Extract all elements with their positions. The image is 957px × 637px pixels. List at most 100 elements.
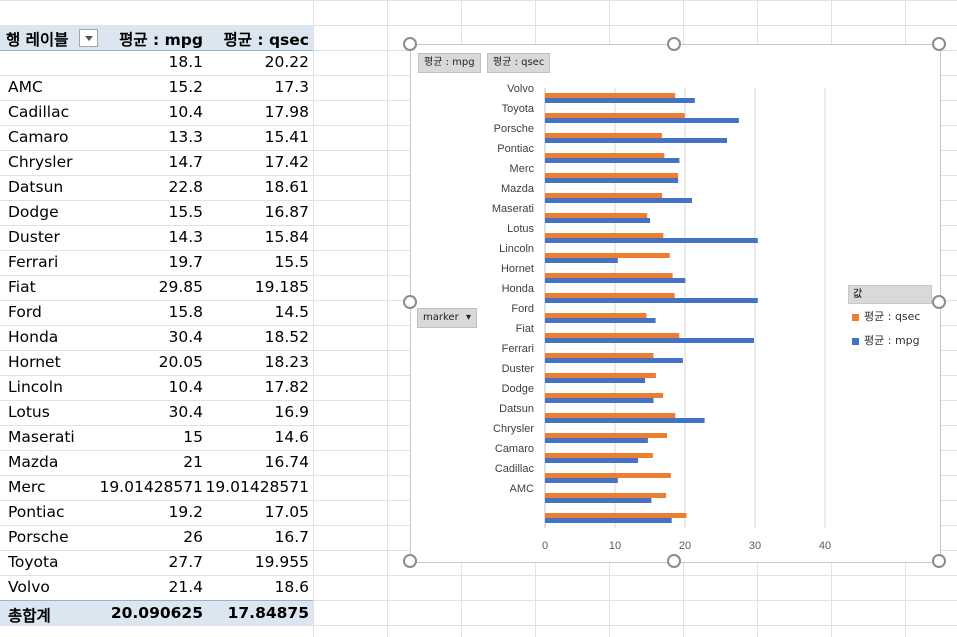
table-row[interactable]: Porsche 26 16.7 xyxy=(0,525,313,550)
y-tick-label: Hornet xyxy=(501,263,534,275)
qsec-cell: 16.7 xyxy=(274,528,309,546)
grand-total-row[interactable]: 총합계 20.090625 17.84875 xyxy=(0,600,313,626)
table-row[interactable]: Ferrari 19.7 15.5 xyxy=(0,250,313,275)
axis-field-button-marker[interactable]: marker ▾ xyxy=(417,308,477,328)
row-label-cell: Lotus xyxy=(8,403,50,421)
legend-item-qsec[interactable]: 평균 : qsec xyxy=(852,308,920,324)
table-row[interactable]: Lincoln 10.4 17.82 xyxy=(0,375,313,400)
mpg-cell: 15.2 xyxy=(168,78,203,96)
qsec-cell: 17.98 xyxy=(264,103,309,121)
bar-mpg xyxy=(545,238,758,243)
y-tick-label: Dodge xyxy=(502,383,534,395)
mpg-cell: 19.7 xyxy=(168,253,203,271)
bar-qsec xyxy=(545,433,667,438)
table-row[interactable]: Mazda 21 16.74 xyxy=(0,450,313,475)
bar-mpg xyxy=(545,138,727,143)
row-label-cell: Duster xyxy=(8,228,60,246)
mpg-cell: 10.4 xyxy=(168,378,203,396)
resize-handle[interactable] xyxy=(667,554,681,568)
table-row[interactable]: Maserati 15 14.6 xyxy=(0,425,313,450)
y-tick-label: Honda xyxy=(502,283,535,295)
row-filter-dropdown-button[interactable] xyxy=(79,29,98,47)
y-tick-label: Duster xyxy=(502,363,535,375)
bar-qsec xyxy=(545,353,654,358)
table-row[interactable]: Chrysler 14.7 17.42 xyxy=(0,150,313,175)
x-tick-label: 40 xyxy=(819,540,831,552)
bar-mpg xyxy=(545,518,672,523)
table-row[interactable]: Pontiac 19.2 17.05 xyxy=(0,500,313,525)
qsec-cell: 18.23 xyxy=(264,353,309,371)
table-row[interactable]: AMC 15.2 17.3 xyxy=(0,75,313,100)
bar-mpg xyxy=(545,158,680,163)
resize-handle[interactable] xyxy=(667,37,681,51)
bar-mpg xyxy=(545,298,758,303)
row-label-cell: Pontiac xyxy=(8,503,65,521)
bar-qsec xyxy=(545,313,647,318)
bar-mpg xyxy=(545,278,686,283)
y-tick-label: Ferrari xyxy=(502,343,534,355)
bar-qsec xyxy=(545,513,687,518)
chevron-down-icon: ▾ xyxy=(465,312,471,323)
qsec-cell: 19.01428571 xyxy=(205,478,309,496)
resize-handle[interactable] xyxy=(932,554,946,568)
table-row[interactable]: Honda 30.4 18.52 xyxy=(0,325,313,350)
bar-mpg xyxy=(545,338,754,343)
y-tick-label: Lincoln xyxy=(499,243,534,255)
table-row[interactable]: Lotus 30.4 16.9 xyxy=(0,400,313,425)
row-label-cell: AMC xyxy=(8,78,43,96)
resize-handle[interactable] xyxy=(403,37,417,51)
resize-handle[interactable] xyxy=(403,295,417,309)
bar-mpg xyxy=(545,398,654,403)
bar-mpg xyxy=(545,418,705,423)
qsec-cell: 16.87 xyxy=(264,203,309,221)
y-tick-label: Porsche xyxy=(494,123,534,135)
bar-qsec xyxy=(545,173,679,178)
y-tick-label: Datsun xyxy=(499,403,534,415)
bar-qsec xyxy=(545,473,671,478)
resize-handle[interactable] xyxy=(932,295,946,309)
row-label-cell: Cadillac xyxy=(8,103,70,121)
mpg-cell: 10.4 xyxy=(168,103,203,121)
table-row[interactable]: Duster 14.3 15.84 xyxy=(0,225,313,250)
qsec-cell: 17.05 xyxy=(264,503,309,521)
table-row[interactable]: Camaro 13.3 15.41 xyxy=(0,125,313,150)
bar-mpg xyxy=(545,98,695,103)
bar-qsec xyxy=(545,93,676,98)
bar-qsec xyxy=(545,153,665,158)
y-tick-label: Fiat xyxy=(516,323,534,335)
qsec-cell: 18.6 xyxy=(274,578,309,596)
table-row[interactable]: Volvo 21.4 18.6 xyxy=(0,575,313,600)
x-tick-label: 20 xyxy=(679,540,691,552)
table-row[interactable]: Ford 15.8 14.5 xyxy=(0,300,313,325)
row-label-cell: 총합계 xyxy=(8,607,51,625)
resize-handle[interactable] xyxy=(932,37,946,51)
y-tick-label: Ford xyxy=(511,303,534,315)
table-row[interactable]: Merc 19.01428571 19.01428571 xyxy=(0,475,313,500)
table-row[interactable]: 18.1 20.22 xyxy=(0,50,313,75)
table-row[interactable]: Fiat 29.85 19.185 xyxy=(0,275,313,300)
bar-qsec xyxy=(545,493,667,498)
table-row[interactable]: Toyota 27.7 19.955 xyxy=(0,550,313,575)
table-row[interactable]: Hornet 20.05 18.23 xyxy=(0,350,313,375)
legend-item-mpg[interactable]: 평균 : mpg xyxy=(852,332,920,348)
row-label-cell: Hornet xyxy=(8,353,61,371)
qsec-cell: 20.22 xyxy=(264,53,309,71)
bar-qsec xyxy=(545,333,680,338)
bar-qsec xyxy=(545,453,653,458)
chart-field-button-mpg[interactable]: 평균 : mpg xyxy=(418,53,481,73)
bar-mpg xyxy=(545,258,618,263)
table-row[interactable]: Dodge 15.5 16.87 xyxy=(0,200,313,225)
y-tick-label: Merc xyxy=(510,163,535,175)
row-label-cell: Chrysler xyxy=(8,153,73,171)
table-row[interactable]: Cadillac 10.4 17.98 xyxy=(0,100,313,125)
bar-qsec xyxy=(545,373,656,378)
mpg-cell: 21.4 xyxy=(168,578,203,596)
mpg-cell: 26 xyxy=(183,528,203,546)
chart-field-button-qsec[interactable]: 평균 : qsec xyxy=(487,53,551,73)
table-row[interactable]: Datsun 22.8 18.61 xyxy=(0,175,313,200)
bar-qsec xyxy=(545,253,670,258)
mpg-cell: 21 xyxy=(183,453,203,471)
row-label-cell: Fiat xyxy=(8,278,36,296)
resize-handle[interactable] xyxy=(403,554,417,568)
mpg-cell: 30.4 xyxy=(168,328,203,346)
